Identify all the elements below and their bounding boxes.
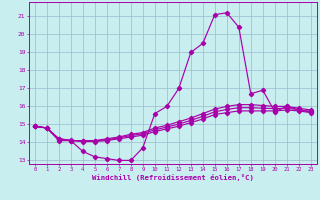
X-axis label: Windchill (Refroidissement éolien,°C): Windchill (Refroidissement éolien,°C) (92, 174, 254, 181)
